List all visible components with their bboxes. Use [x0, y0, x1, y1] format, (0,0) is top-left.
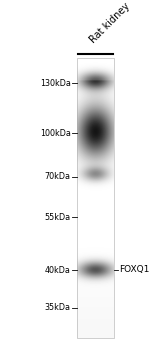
Text: 70kDa: 70kDa: [44, 172, 71, 181]
Text: FOXQ1: FOXQ1: [120, 265, 150, 274]
Text: 130kDa: 130kDa: [40, 79, 71, 88]
Text: 35kDa: 35kDa: [44, 303, 71, 313]
Text: 40kDa: 40kDa: [45, 266, 71, 275]
Text: 55kDa: 55kDa: [44, 213, 71, 222]
Text: 100kDa: 100kDa: [40, 129, 71, 138]
Bar: [77, 58, 114, 337]
Text: Rat kidney: Rat kidney: [88, 1, 132, 45]
